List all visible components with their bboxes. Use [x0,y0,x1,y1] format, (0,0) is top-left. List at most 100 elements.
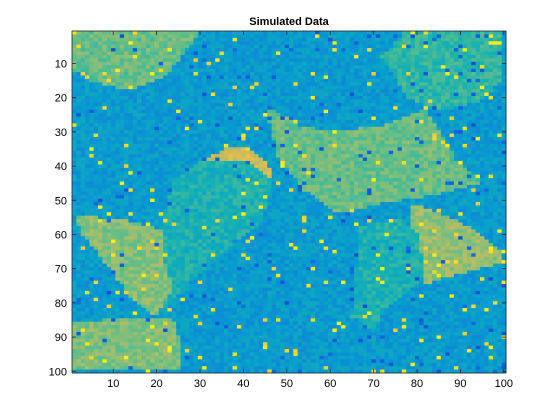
heatmap-cell [497,68,503,73]
heatmap-cell [445,154,450,158]
heatmap-cell [427,113,433,117]
heatmap-cell [241,89,246,93]
heatmap-cell [362,89,368,93]
heatmap-cell [232,198,238,203]
heatmap-cell [93,51,99,56]
heatmap-cell [72,184,77,189]
heatmap-cell [384,178,390,182]
heatmap-cell [98,126,103,131]
heatmap-cell [124,109,129,114]
heatmap-cell [202,41,207,46]
heatmap-cell [145,99,151,104]
heatmap-cell [462,68,468,73]
heatmap-cell [367,82,372,87]
heatmap-cell [427,92,433,97]
heatmap-cell [106,116,112,121]
heatmap-cell [80,65,86,69]
heatmap-cell [310,181,316,186]
heatmap-cell [128,181,134,186]
heatmap-cell [193,137,199,141]
heatmap-cell [241,133,246,138]
heatmap-cell [154,68,160,73]
heatmap-cell [345,174,351,179]
heatmap-cell [458,44,463,49]
heatmap-cell [289,106,294,111]
heatmap-cell [484,154,489,158]
heatmap-cell [137,54,142,59]
heatmap-cell [245,51,251,56]
heatmap-cell [141,85,147,90]
heatmap-cell [132,157,138,162]
heatmap-cell [419,106,424,111]
heatmap-cell [401,123,407,128]
heatmap-cell [449,78,455,83]
heatmap-cell [319,51,325,56]
heatmap-cell [245,68,251,73]
heatmap-cell [332,106,338,111]
heatmap-cell [98,150,103,155]
heatmap-cell [367,58,372,63]
heatmap-cell [236,140,242,145]
heatmap-cell [293,119,299,124]
heatmap-cell [445,92,450,97]
heatmap-cell [427,154,433,158]
heatmap-cell [236,184,242,189]
heatmap-cell [380,178,385,182]
heatmap-cell [427,116,433,121]
heatmap-cell [293,143,299,148]
heatmap-cell [453,85,459,90]
heatmap-cell [206,48,212,52]
heatmap-cell [132,65,138,69]
heatmap-cell [297,126,303,131]
heatmap-cell [323,89,329,93]
heatmap-cell [245,133,251,138]
heatmap-cell [410,78,416,83]
heatmap-cell [380,85,385,90]
heatmap-cell [150,137,155,141]
heatmap-cell [249,89,255,93]
heatmap-cell [362,41,368,46]
heatmap-cell [197,68,203,73]
heatmap-cell [423,37,429,42]
heatmap-cell [124,167,129,172]
heatmap-cell [423,198,429,203]
heatmap-cell [271,89,277,93]
heatmap-cell [72,167,77,172]
heatmap-cell [293,157,299,162]
heatmap-cell [111,174,116,179]
heatmap-cell [406,48,411,52]
heatmap-cell [410,109,416,114]
heatmap-cell [380,150,385,155]
heatmap-cell [475,195,481,199]
heatmap-cell [184,58,190,63]
heatmap-cell [241,143,246,148]
heatmap-cell [388,102,394,107]
heatmap-cell [206,171,212,175]
heatmap-cell [202,154,207,158]
heatmap-cell [202,150,207,155]
heatmap-cell [267,119,272,124]
heatmap-cell [72,48,77,52]
heatmap-cell [219,51,225,56]
heatmap-cell [154,123,160,128]
heatmap-cell [176,164,181,169]
heatmap-cell [254,65,259,69]
heatmap-cell [319,106,325,111]
heatmap-cell [124,198,129,203]
heatmap-cell [319,113,325,117]
heatmap-cell [484,191,489,196]
heatmap-cell [137,126,142,131]
heatmap-cell [124,164,129,169]
heatmap-cell [206,130,212,134]
heatmap-cell [124,31,129,35]
heatmap-cell [336,48,342,52]
heatmap-cell [501,37,507,42]
heatmap-cell [223,154,229,158]
heatmap-cell [275,34,281,39]
heatmap-cell [471,109,476,114]
heatmap-cell [471,181,476,186]
heatmap-cell [497,65,503,69]
heatmap-cell [289,54,294,59]
heatmap-cell [475,123,481,128]
heatmap-cell [245,198,251,203]
